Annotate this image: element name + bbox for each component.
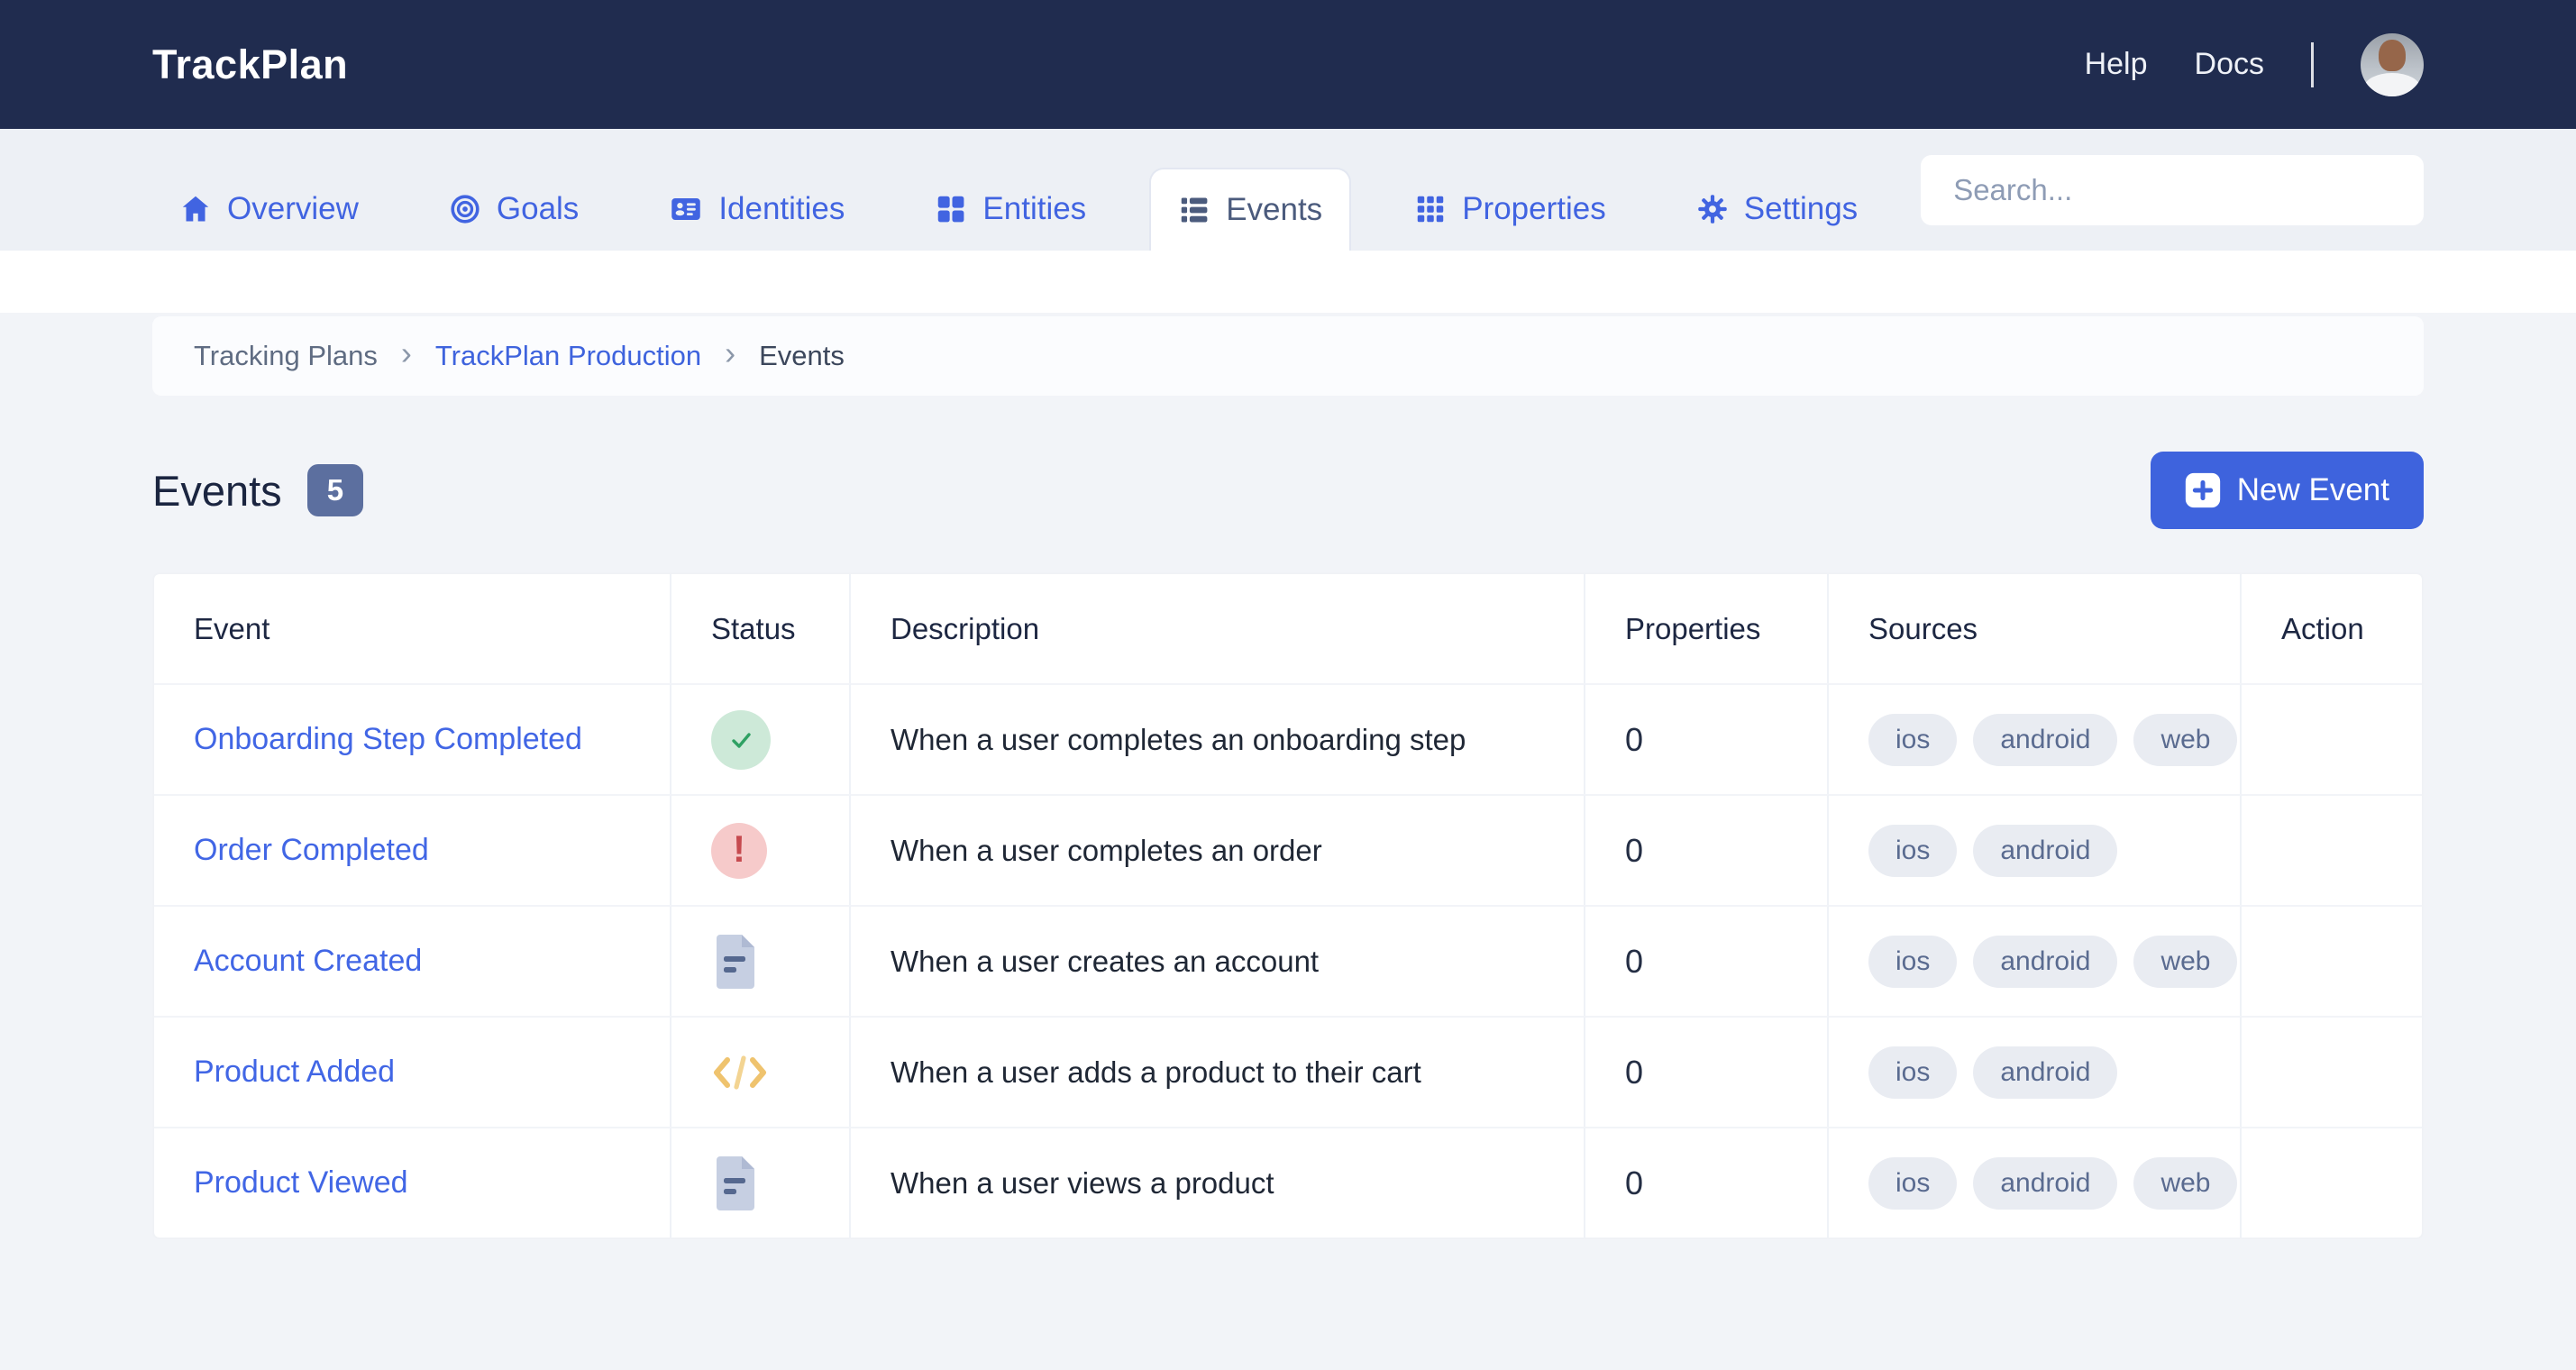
breadcrumb: Tracking Plans › TrackPlan Production › … xyxy=(152,316,2424,396)
action-cell xyxy=(2242,1127,2422,1238)
event-count-badge: 5 xyxy=(306,464,364,516)
tab-label: Identities xyxy=(718,191,845,226)
action-cell xyxy=(2242,1016,2422,1127)
header-divider xyxy=(2311,41,2314,87)
properties-count: 0 xyxy=(1625,831,1644,869)
chevron-right-icon: › xyxy=(725,334,736,371)
tab-label: Goals xyxy=(496,191,580,226)
status-draft-icon xyxy=(717,934,754,989)
grid-2x2-icon xyxy=(938,196,964,223)
tab-properties[interactable]: Properties xyxy=(1387,168,1633,251)
status-alert-icon: ! xyxy=(711,822,767,879)
properties-count: 0 xyxy=(1625,720,1644,758)
breadcrumb-trackplan-production[interactable]: TrackPlan Production xyxy=(434,340,702,371)
tab-overview[interactable]: Overview xyxy=(152,168,386,251)
avatar-shirt-shape xyxy=(2364,73,2420,96)
tab-label: Events xyxy=(1226,192,1323,227)
table-header-row: Event Status Description Properties Sour… xyxy=(154,574,2422,683)
event-link[interactable]: Product Viewed xyxy=(194,1165,408,1200)
tab-label: Overview xyxy=(227,191,359,226)
help-link[interactable]: Help xyxy=(2084,47,2148,81)
source-pill: android xyxy=(1973,1156,2118,1210)
properties-count: 0 xyxy=(1625,1053,1644,1091)
event-description: When a user completes an onboarding step xyxy=(891,722,1466,756)
source-pill: ios xyxy=(1868,713,1958,766)
source-pill: ios xyxy=(1868,1046,1958,1099)
action-cell xyxy=(2242,794,2422,905)
target-icon xyxy=(451,195,480,224)
source-pill: android xyxy=(1973,1046,2118,1099)
top-bar: TrackPlan Help Docs xyxy=(0,0,2576,129)
tab-settings[interactable]: Settings xyxy=(1669,168,1885,251)
page-title: Events xyxy=(152,466,282,515)
column-header-properties: Properties xyxy=(1585,574,1829,683)
column-header-status: Status xyxy=(671,574,851,683)
source-pill: ios xyxy=(1868,935,1958,988)
plus-square-icon xyxy=(2185,472,2220,508)
table-row: Order Completed ! When a user completes … xyxy=(154,794,2422,905)
status-draft-icon xyxy=(717,1155,754,1210)
user-avatar[interactable] xyxy=(2361,32,2424,96)
action-cell xyxy=(2242,683,2422,794)
table-row: Product Added When a user adds a product… xyxy=(154,1016,2422,1127)
table-body: Onboarding Step Completed When a user co… xyxy=(154,683,2422,1238)
tab-label: Properties xyxy=(1462,191,1606,226)
breadcrumb-current: Events xyxy=(759,340,845,371)
table-row: Onboarding Step Completed When a user co… xyxy=(154,683,2422,794)
tab-events[interactable]: Events xyxy=(1149,168,1352,251)
tab-label: Entities xyxy=(982,191,1087,226)
avatar-head-shape xyxy=(2379,39,2406,71)
id-card-icon xyxy=(671,198,701,220)
breadcrumb-tracking-plans[interactable]: Tracking Plans xyxy=(194,340,378,371)
list-icon xyxy=(1181,197,1208,223)
column-header-sources: Sources xyxy=(1829,574,2242,683)
properties-count: 0 xyxy=(1625,942,1644,980)
event-description: When a user completes an order xyxy=(891,833,1322,867)
action-cell xyxy=(2242,905,2422,1016)
event-description: When a user adds a product to their cart xyxy=(891,1055,1421,1089)
source-pill: web xyxy=(2133,1156,2238,1210)
source-pill: ios xyxy=(1868,824,1958,877)
table-row: Product Viewed When a user views a produ… xyxy=(154,1127,2422,1238)
tab-entities[interactable]: Entities xyxy=(908,168,1113,251)
tab-identities[interactable]: Identities xyxy=(642,168,872,251)
source-pill: android xyxy=(1973,935,2118,988)
source-pill: android xyxy=(1973,824,2118,877)
source-pill: android xyxy=(1973,713,2118,766)
column-header-description: Description xyxy=(851,574,1585,683)
source-pill: web xyxy=(2133,713,2238,766)
event-link[interactable]: Onboarding Step Completed xyxy=(194,722,582,756)
events-table: Event Status Description Properties Sour… xyxy=(152,572,2424,1239)
event-link[interactable]: Order Completed xyxy=(194,833,429,867)
page-heading-row: Events 5 New Event xyxy=(152,452,2424,529)
event-description: When a user creates an account xyxy=(891,944,1320,978)
new-event-button[interactable]: New Event xyxy=(2150,452,2424,529)
event-link[interactable]: Product Added xyxy=(194,1055,396,1089)
properties-count: 0 xyxy=(1625,1164,1644,1201)
status-verified-icon xyxy=(711,709,771,770)
docs-link[interactable]: Docs xyxy=(2194,47,2264,81)
gear-icon xyxy=(1697,195,1727,224)
home-icon xyxy=(182,196,209,222)
source-pill: ios xyxy=(1868,1156,1958,1210)
event-link[interactable]: Account Created xyxy=(194,944,423,978)
tab-label: Settings xyxy=(1743,191,1859,226)
status-code-icon xyxy=(714,1055,766,1090)
tab-navigation: Overview Goals Identities Entities Event… xyxy=(0,129,2576,251)
source-pill: web xyxy=(2133,935,2238,988)
brand-logo[interactable]: TrackPlan xyxy=(152,41,349,87)
chevron-right-icon: › xyxy=(400,334,412,371)
search-input[interactable] xyxy=(1921,154,2424,225)
grid-3x3-icon xyxy=(1417,196,1444,223)
column-header-event: Event xyxy=(154,574,671,683)
column-header-action: Action xyxy=(2281,611,2364,645)
tabbar-bottom-band xyxy=(0,251,2576,313)
table-row: Account Created When a user creates an a… xyxy=(154,905,2422,1016)
event-description: When a user views a product xyxy=(891,1165,1274,1200)
main-content: Tracking Plans › TrackPlan Production › … xyxy=(152,316,2424,1239)
tab-goals[interactable]: Goals xyxy=(422,168,606,251)
new-event-label: New Event xyxy=(2236,472,2389,507)
